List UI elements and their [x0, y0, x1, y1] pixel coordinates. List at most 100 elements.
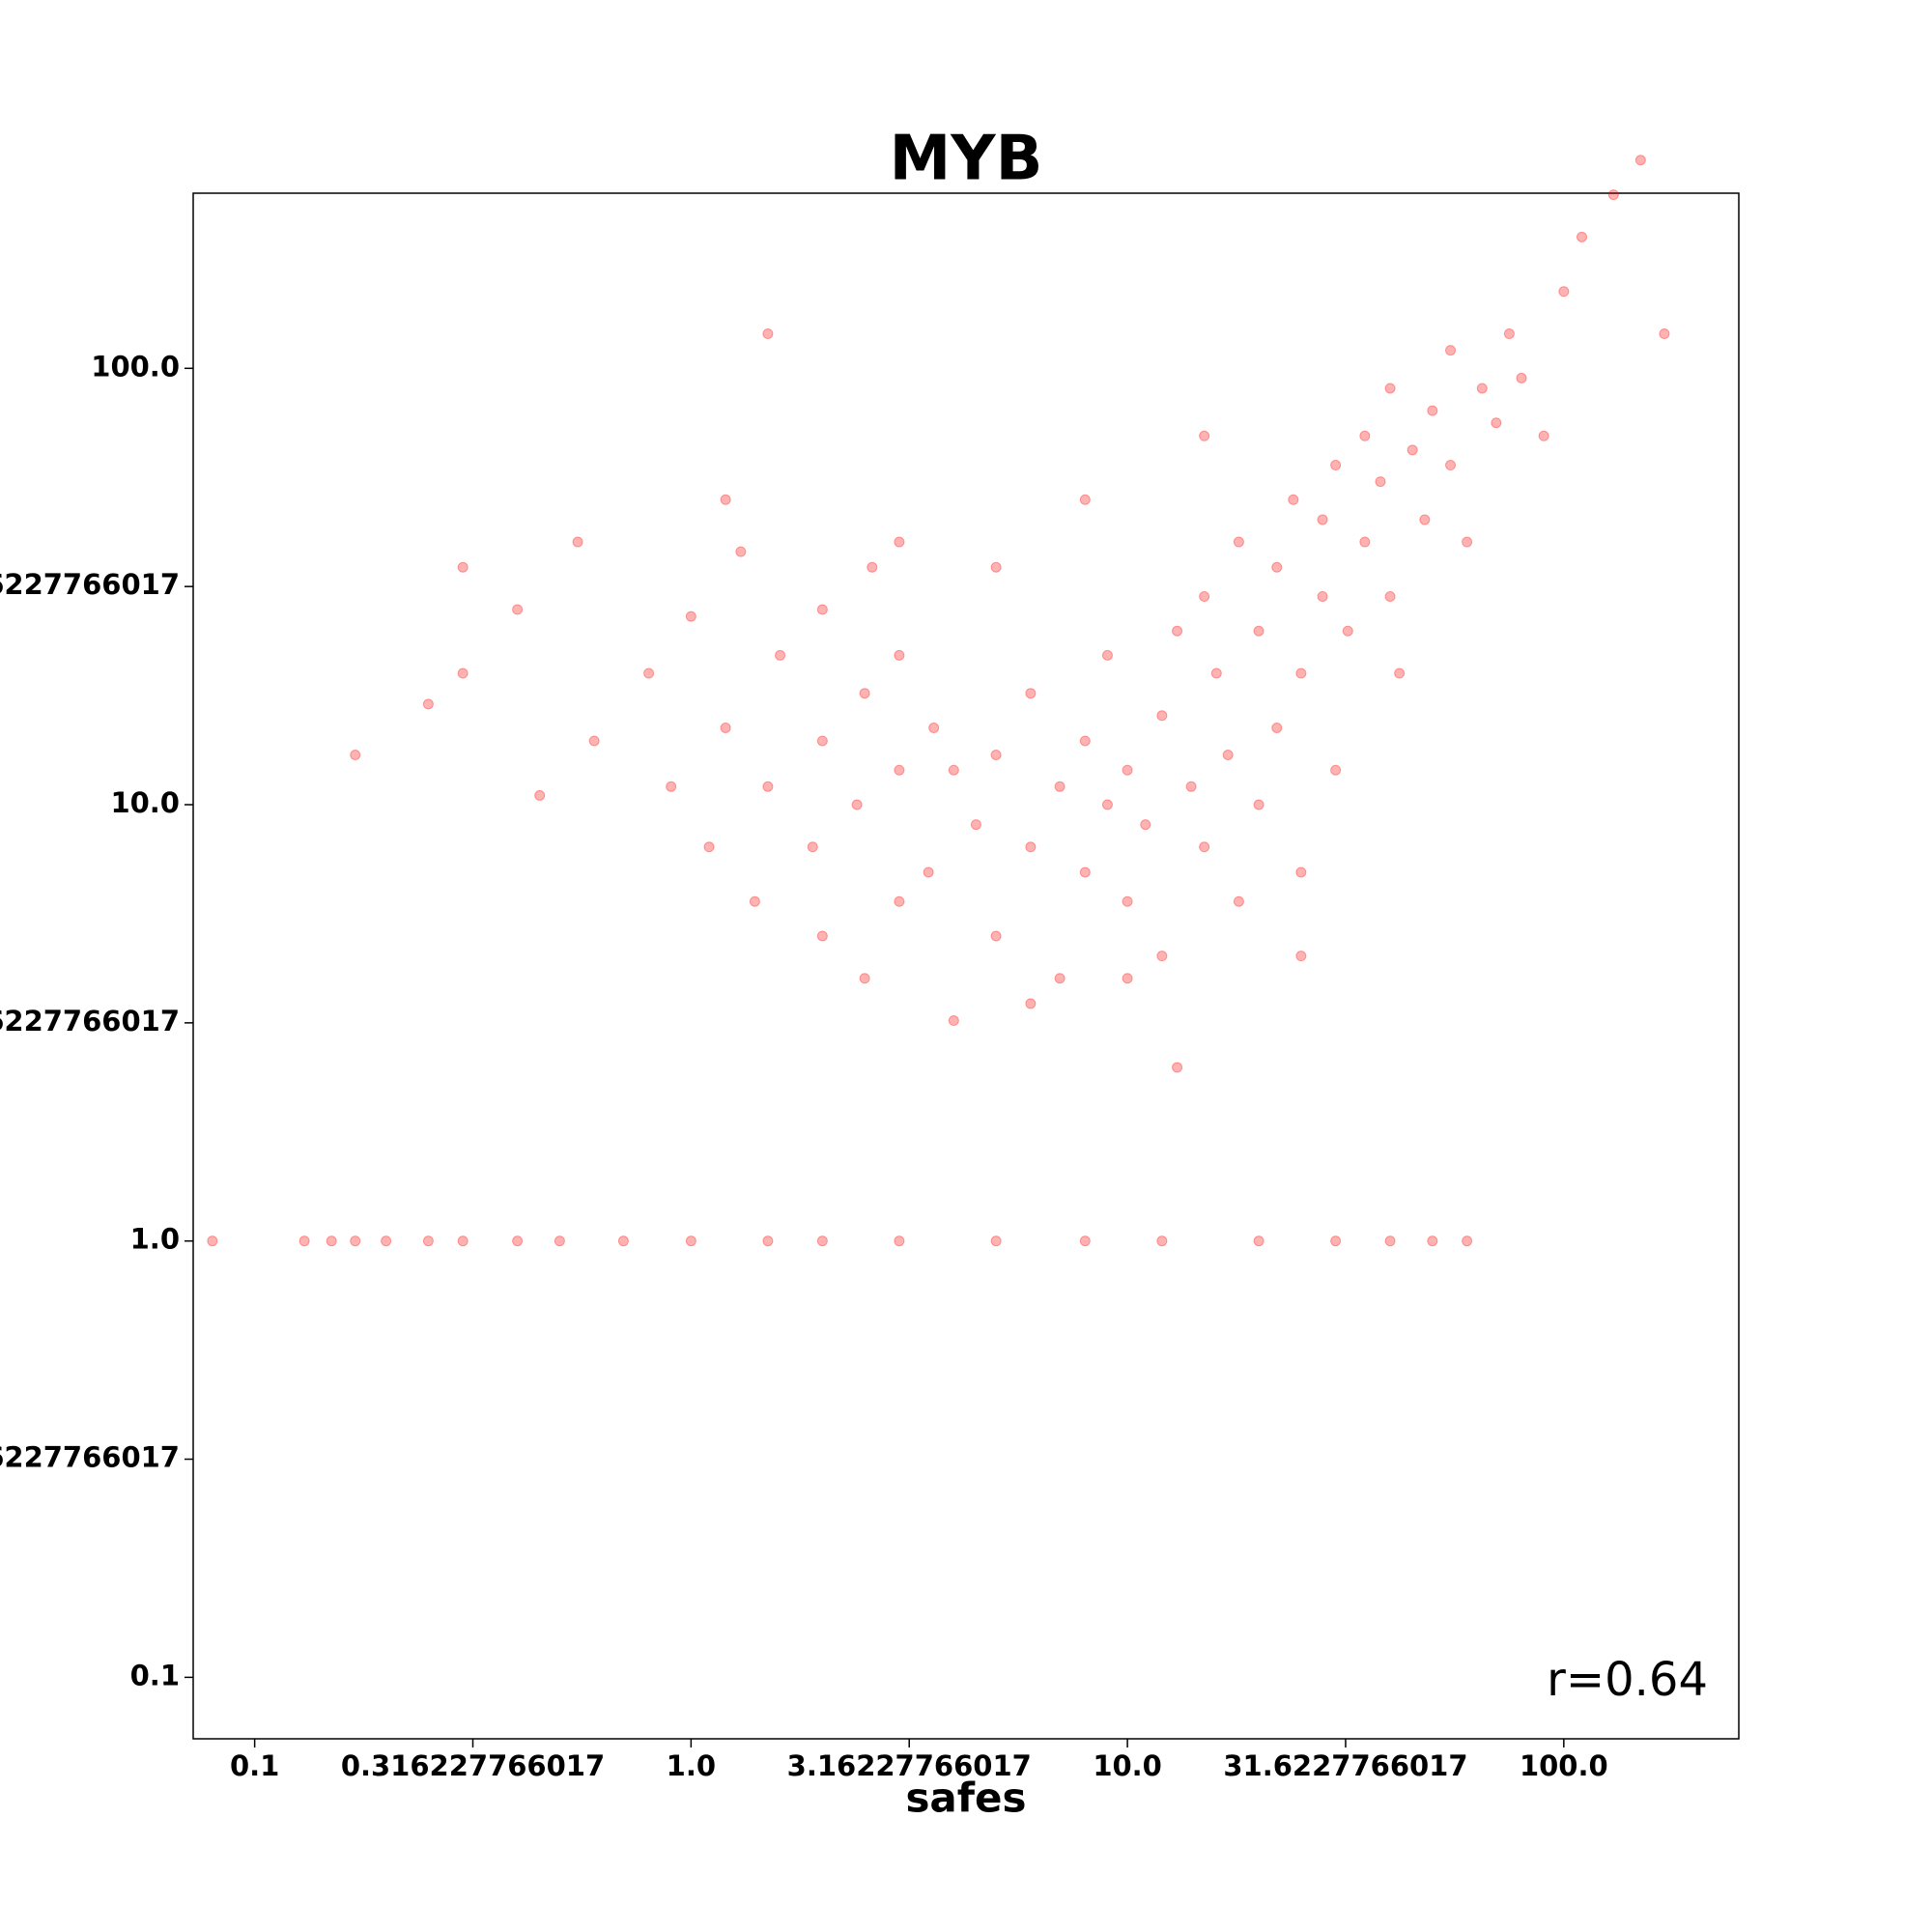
point: [948, 764, 959, 776]
point: [1172, 1062, 1183, 1073]
point: [1384, 1236, 1396, 1247]
point: [1330, 460, 1342, 471]
x-tick-label: 1.0: [667, 1749, 716, 1782]
y-tick-label: 0.316227766017: [0, 1441, 180, 1474]
point: [685, 1236, 696, 1247]
point: [457, 1236, 469, 1247]
point: [1476, 383, 1488, 394]
point: [1558, 286, 1570, 298]
point: [1233, 895, 1244, 907]
point: [1317, 514, 1328, 526]
y-tick-label: 31.6227766017: [0, 568, 180, 601]
point: [1406, 444, 1418, 456]
point: [720, 722, 731, 733]
point: [1079, 494, 1091, 505]
point: [1222, 750, 1234, 761]
point: [1253, 799, 1264, 810]
point: [1079, 1236, 1091, 1247]
point: [1025, 688, 1037, 699]
point: [1659, 328, 1670, 340]
point: [422, 1236, 434, 1247]
point: [422, 698, 434, 710]
point: [1384, 383, 1396, 394]
point: [1271, 561, 1283, 573]
point: [749, 895, 760, 907]
point: [1462, 1236, 1473, 1247]
point: [1054, 973, 1065, 984]
point: [859, 973, 870, 984]
point: [1516, 372, 1527, 384]
point: [1445, 460, 1457, 471]
point: [1199, 430, 1210, 441]
point: [1295, 867, 1307, 878]
point: [1079, 867, 1091, 878]
point: [859, 688, 870, 699]
point: [1185, 781, 1197, 792]
point: [1503, 328, 1515, 340]
plot-frame: [192, 192, 1740, 1740]
point: [1375, 476, 1386, 488]
y-tick-label: 100.0: [91, 350, 180, 383]
point: [1317, 590, 1328, 602]
point: [867, 561, 878, 573]
point: [1079, 735, 1091, 747]
y-tick-label: 10.0: [110, 786, 180, 819]
point: [207, 1236, 218, 1247]
point: [1140, 819, 1151, 831]
point: [1172, 625, 1183, 637]
point: [816, 604, 828, 615]
y-tick-label: 3.16227766017: [0, 1005, 180, 1037]
point: [572, 536, 583, 548]
point: [534, 789, 546, 801]
point: [1253, 625, 1264, 637]
point: [1101, 799, 1113, 810]
point: [1233, 536, 1244, 548]
point: [762, 328, 774, 340]
point: [1384, 590, 1396, 602]
point: [1288, 494, 1299, 505]
point: [1122, 895, 1133, 907]
point: [851, 799, 863, 810]
point: [1491, 417, 1502, 429]
point: [894, 536, 905, 548]
point: [894, 1236, 905, 1247]
point: [894, 764, 905, 776]
point: [1295, 951, 1307, 962]
point: [350, 1236, 361, 1247]
point: [1156, 951, 1168, 962]
annotation: r=0.64: [1547, 1653, 1708, 1707]
point: [1634, 155, 1646, 166]
point: [720, 494, 731, 505]
point: [894, 895, 905, 907]
point: [990, 1236, 1002, 1247]
point: [1359, 430, 1371, 441]
x-tick-label: 0.1: [230, 1749, 279, 1782]
point: [1199, 590, 1210, 602]
point: [1330, 764, 1342, 776]
point: [1054, 781, 1065, 792]
point: [1156, 710, 1168, 722]
point: [1101, 649, 1113, 661]
point: [807, 841, 818, 853]
y-tick-label: 0.1: [130, 1659, 180, 1691]
point: [1122, 973, 1133, 984]
point: [1427, 405, 1438, 416]
point: [1295, 668, 1307, 679]
point: [1394, 668, 1406, 679]
point: [1156, 1236, 1168, 1247]
point: [990, 750, 1002, 761]
x-tick-label: 3.16227766017: [787, 1749, 1032, 1782]
point: [990, 930, 1002, 942]
point: [948, 1015, 959, 1027]
point: [1538, 430, 1549, 441]
point: [1025, 841, 1037, 853]
point: [1210, 668, 1222, 679]
point: [617, 1236, 629, 1247]
chart-title: MYB: [890, 124, 1043, 195]
point: [1199, 841, 1210, 853]
point: [1330, 1236, 1342, 1247]
point: [457, 561, 469, 573]
point: [1462, 536, 1473, 548]
